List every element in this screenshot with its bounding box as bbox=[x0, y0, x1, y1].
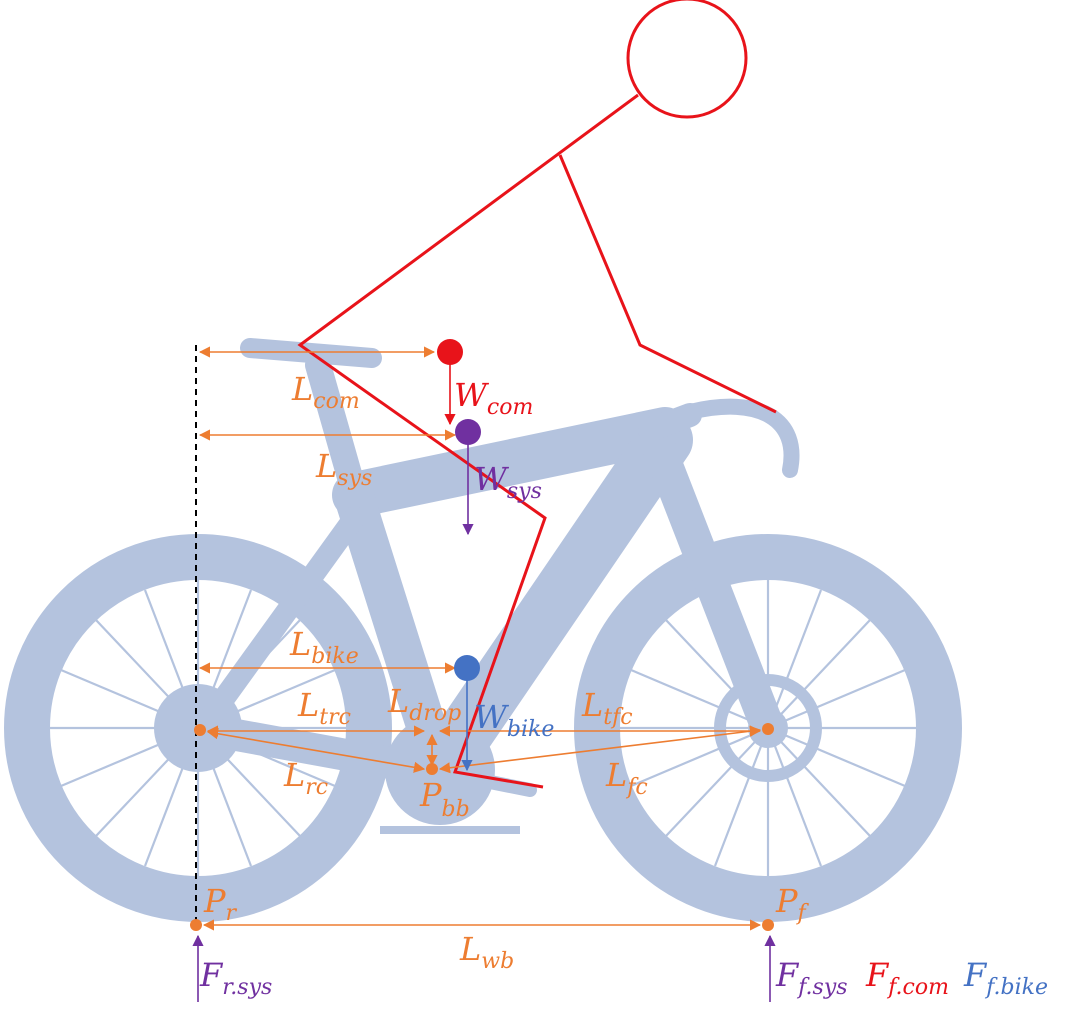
label-l-fc: Lfc bbox=[605, 756, 648, 800]
l-rc-arrow bbox=[206, 728, 426, 773]
front-contact-point bbox=[762, 919, 774, 931]
label-l-sys: Lsys bbox=[315, 447, 372, 491]
label-l-wb: Lwb bbox=[459, 930, 514, 974]
label-f-f-com: Ff.com bbox=[865, 956, 949, 1000]
label-w-bike: Wbike bbox=[474, 698, 554, 742]
label-f-r-sys: Fr.sys bbox=[199, 956, 272, 1000]
label-l-com: Lcom bbox=[291, 370, 360, 414]
center-of-mass-bike-dot bbox=[454, 655, 480, 681]
diagram-labels: Lcom Lsys Lbike Ltrc Ldrop Ltfc Lrc Lfc … bbox=[199, 370, 1048, 1000]
label-l-trc: Ltrc bbox=[297, 686, 351, 730]
label-p-bb: Pbb bbox=[419, 776, 470, 822]
label-f-f-bike: Ff.bike bbox=[963, 956, 1048, 1000]
bicycle-silhouette bbox=[4, 338, 962, 922]
rear-contact-point bbox=[190, 919, 202, 931]
rear-axle-point bbox=[194, 724, 206, 736]
label-p-r: Pr bbox=[203, 882, 238, 926]
dimension-arrows bbox=[198, 346, 762, 931]
label-w-com: Wcom bbox=[454, 376, 533, 420]
label-f-f-sys: Ff.sys bbox=[775, 956, 848, 1000]
label-l-rc: Lrc bbox=[283, 756, 328, 800]
label-w-sys: Wsys bbox=[474, 460, 542, 504]
rider-arm bbox=[558, 154, 777, 414]
center-of-mass-system-dot bbox=[455, 419, 481, 445]
label-l-tfc: Ltfc bbox=[581, 686, 633, 730]
rider-torso-leg bbox=[297, 93, 639, 789]
center-of-mass-rider-dot bbox=[437, 339, 463, 365]
rider-head bbox=[626, 0, 748, 119]
bottom-bracket-point bbox=[426, 763, 438, 775]
front-axle-point bbox=[762, 723, 774, 735]
label-l-drop: Ldrop bbox=[387, 682, 461, 726]
rider-stick-figure bbox=[297, 0, 777, 789]
l-fc-arrow bbox=[438, 725, 762, 774]
label-l-bike: Lbike bbox=[289, 625, 359, 669]
